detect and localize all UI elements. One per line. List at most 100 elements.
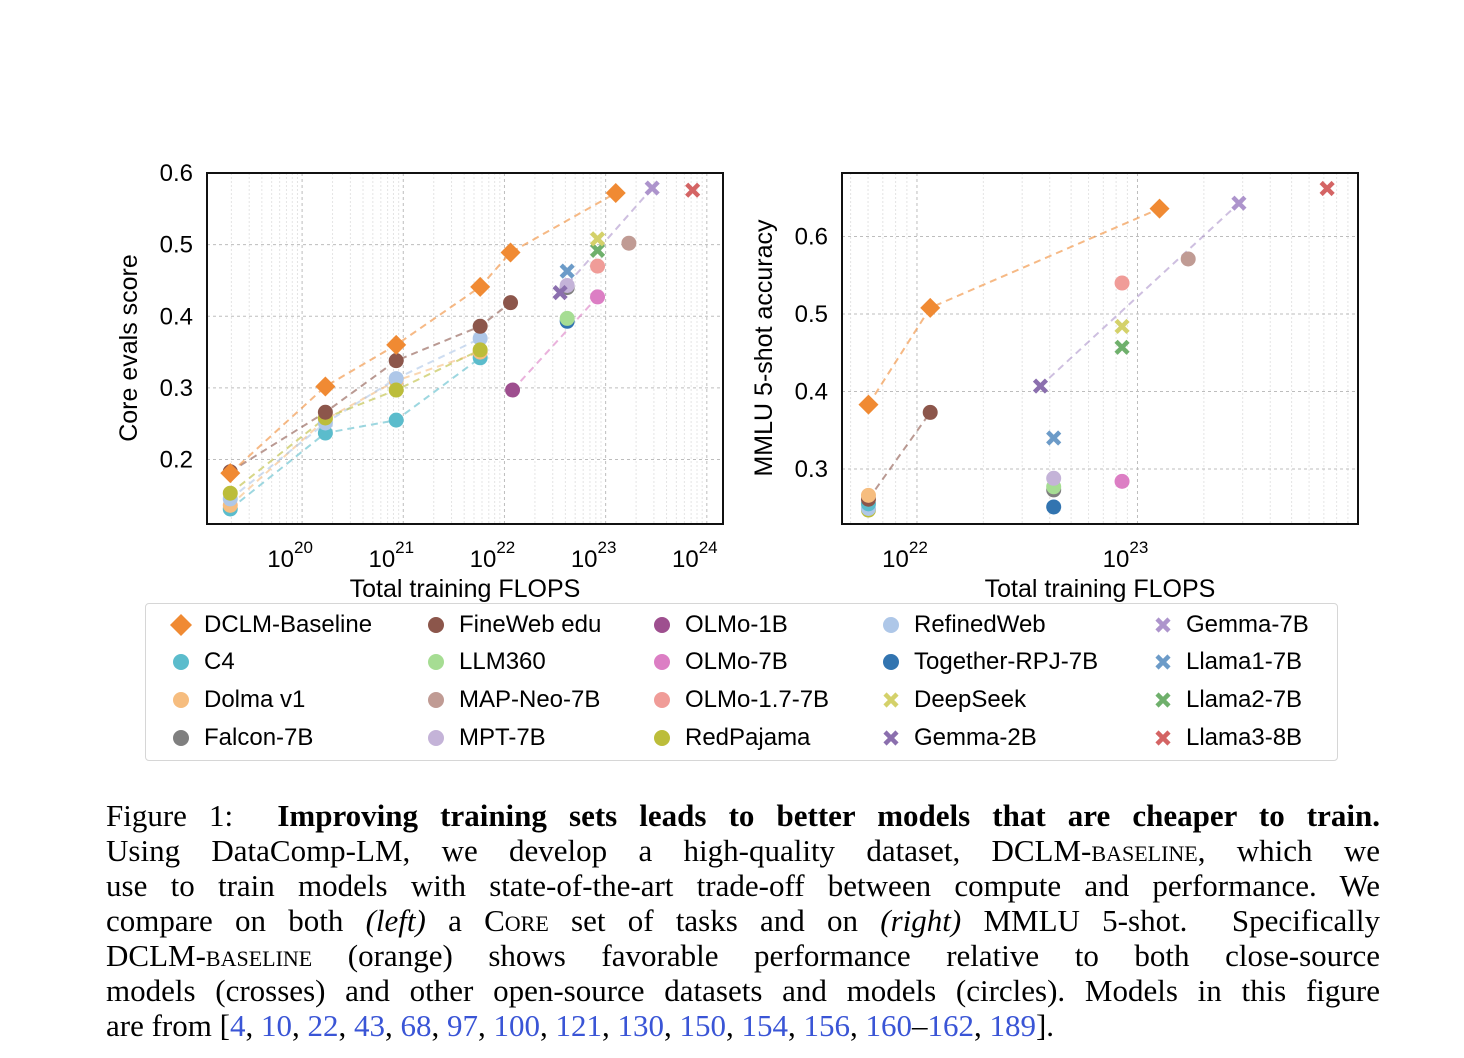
citation-link[interactable]: 160 [865,1008,912,1043]
legend-label: FineWeb edu [459,611,602,638]
citation-link[interactable]: 130 [617,1008,664,1043]
citation-link[interactable]: 121 [555,1008,602,1043]
y-axis-label: Core evals score [115,254,143,442]
caption-text: are from [ [106,1008,230,1043]
circle-marker-icon [654,617,670,633]
point-fineweb-edu [388,353,404,369]
legend-label: Llama3-8B [1186,724,1303,751]
legend-label: DCLM-Baseline [204,611,373,638]
caption-line: Using DataComp-LM, we develop a high-qua… [106,833,1380,868]
point-olmo-7b [1114,473,1130,489]
figure-caption: Figure 1: Improving training sets leads … [106,798,1380,1043]
caption-text: Core [484,903,549,938]
legend-item: Llama3-8B [1150,723,1302,753]
caption-text: use to train models with state-of-the-ar… [106,868,1380,903]
citation-link[interactable]: 100 [493,1008,540,1043]
y-tick-label: 0.3 [160,375,193,402]
series-line-redpajama [229,349,481,494]
series-line-refinedweb [229,337,481,500]
circle-marker-icon [173,692,189,708]
legend-label: MAP-Neo-7B [459,686,601,713]
point-llama2-7b [1114,339,1130,355]
citation-link[interactable]: 162 [927,1008,974,1043]
point-dclm-baseline [470,276,491,297]
caption-text: , [787,1008,804,1043]
legend-label: Falcon-7B [204,724,314,751]
point-fineweb-edu [317,404,333,420]
point-dolma-v1 [860,487,876,503]
citation-link[interactable]: 43 [353,1008,385,1043]
legend-label: Gemma-2B [914,724,1037,751]
x-tick-label: 1023 [571,538,617,573]
caption-text: (orange) shows favorable performance rel… [312,938,1380,973]
caption-text: , [291,1008,308,1043]
circle-marker-icon [428,617,444,633]
point-refinedweb [388,371,404,387]
caption-text: , [849,1008,866,1043]
legend-item: DeepSeek [878,685,1026,715]
legend-label: OLMo-1B [685,611,788,638]
caption-line: compare on both (left) a Core set of tas… [106,903,1380,938]
point-deepseek [1114,318,1130,335]
caption-text: baseline [205,938,313,973]
cross-marker-icon [883,692,899,708]
citation-link[interactable]: 189 [989,1008,1036,1043]
citation-link[interactable]: 97 [446,1008,478,1043]
plot-frame [206,172,724,525]
point-gemma-2b [1032,378,1049,394]
point-fineweb-edu [472,318,488,334]
legend-label: RedPajama [685,724,811,751]
caption-text: , [384,1008,401,1043]
y-tick-label: 0.4 [160,303,193,330]
point-fineweb-edu [503,295,519,311]
point-dclm-baseline [220,463,241,484]
circle-marker-icon [428,654,444,670]
series-line-gemma-2b-to-gemma-7b [559,187,653,294]
y-tick-label: 0.6 [795,224,828,251]
caption-text: , [539,1008,556,1043]
legend-item: LLM360 [423,647,546,677]
series-line-dolma-v1 [229,351,481,507]
legend-label: RefinedWeb [914,611,1046,638]
citation-link[interactable]: 10 [260,1008,292,1043]
caption-text: (left) [365,903,426,938]
legend-label: LLM360 [459,648,546,675]
caption-text: , [431,1008,447,1043]
series-line-gemma-2b-to-gemma-7b [1039,202,1240,387]
caption-line: use to train models with state-of-the-ar… [106,868,1380,903]
y-tick-label: 0.6 [160,160,193,187]
series-line-dclm-baseline [229,192,617,474]
citation-link[interactable]: 156 [803,1008,850,1043]
caption-text: , [477,1008,494,1043]
cross-marker-icon [1155,730,1171,746]
legend-item: RefinedWeb [878,610,1046,640]
caption-text: Improving training sets leads to better … [277,798,1380,833]
point-gemma-7b [1231,195,1247,211]
legend: DCLM-Baseline C4 Dolma v1 Falcon-7B FineWeb … [145,603,1338,761]
y-axis-label: MMLU 5-shot accuracy [750,219,778,477]
citation-link[interactable]: 22 [307,1008,339,1043]
caption-text: , [973,1008,990,1043]
cross-marker-icon [1155,654,1171,670]
caption-text: , [663,1008,680,1043]
circle-marker-icon [173,654,189,670]
legend-item: OLMo-7B [649,647,788,677]
citation-link[interactable]: 154 [741,1008,788,1043]
legend-item: RedPajama [649,723,810,753]
caption-text: baseline [1091,833,1198,868]
citation-link[interactable]: 150 [679,1008,726,1043]
x-tick-label: 1021 [368,538,414,573]
plot-frame [841,172,1359,525]
series-line-c4 [229,357,481,510]
citation-link[interactable]: 4 [229,1008,246,1043]
point-olmo-1-7-7b [590,258,606,274]
point-redpajama [222,485,238,501]
caption-text: a [425,903,485,938]
point-gemma-2b [552,285,568,301]
cross-marker-icon [1155,617,1171,633]
citation-link[interactable]: 68 [400,1008,432,1043]
point-dclm-baseline [858,394,879,415]
circle-marker-icon [173,730,189,746]
circle-marker-icon [654,730,670,746]
legend-item: Llama2-7B [1150,685,1302,715]
